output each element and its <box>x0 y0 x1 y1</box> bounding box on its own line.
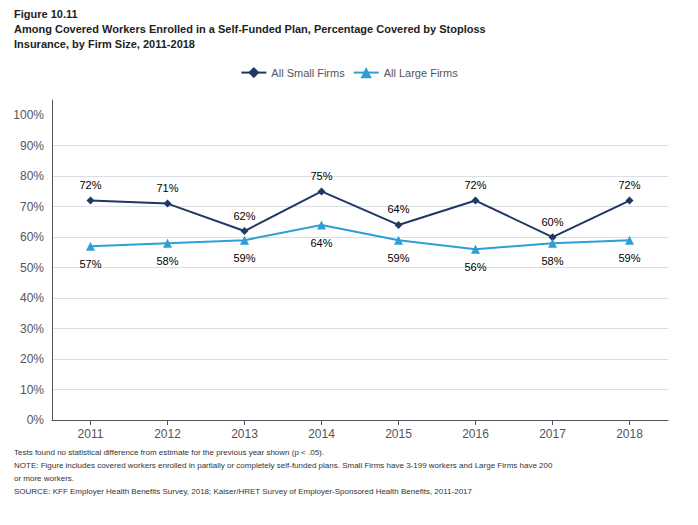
svg-text:58%: 58% <box>156 255 178 267</box>
svg-text:90%: 90% <box>20 139 44 153</box>
svg-text:2012: 2012 <box>154 427 181 441</box>
svg-text:59%: 59% <box>387 252 409 264</box>
svg-text:2018: 2018 <box>616 427 643 441</box>
svg-text:75%: 75% <box>310 170 332 182</box>
svg-text:SOURCE: KFF Employer Health Be: SOURCE: KFF Employer Health Benefits Sur… <box>14 487 473 496</box>
svg-text:72%: 72% <box>618 179 640 191</box>
svg-text:71%: 71% <box>156 182 178 194</box>
svg-text:All Small Firms: All Small Firms <box>271 67 345 79</box>
svg-text:70%: 70% <box>20 200 44 214</box>
svg-text:20%: 20% <box>20 352 44 366</box>
svg-text:72%: 72% <box>79 179 101 191</box>
svg-text:59%: 59% <box>618 252 640 264</box>
svg-text:Among Covered Workers Enrolled: Among Covered Workers Enrolled in a Self… <box>14 23 486 35</box>
svg-text:NOTE: Figure includes covered: NOTE: Figure includes covered workers en… <box>14 461 553 470</box>
svg-text:58%: 58% <box>541 255 563 267</box>
svg-text:50%: 50% <box>20 261 44 275</box>
svg-text:100%: 100% <box>13 108 44 122</box>
svg-text:Figure 10.11: Figure 10.11 <box>14 8 78 20</box>
svg-text:2017: 2017 <box>539 427 566 441</box>
svg-text:57%: 57% <box>79 258 101 270</box>
svg-text:0%: 0% <box>27 413 45 427</box>
svg-text:80%: 80% <box>20 169 44 183</box>
svg-text:40%: 40% <box>20 291 44 305</box>
svg-text:2014: 2014 <box>308 427 335 441</box>
svg-text:30%: 30% <box>20 322 44 336</box>
svg-text:10%: 10% <box>20 383 44 397</box>
svg-text:All Large Firms: All Large Firms <box>384 67 458 79</box>
svg-text:2015: 2015 <box>385 427 412 441</box>
svg-text:56%: 56% <box>464 261 486 273</box>
svg-text:62%: 62% <box>233 210 255 222</box>
svg-text:2013: 2013 <box>231 427 258 441</box>
svg-text:60%: 60% <box>541 216 563 228</box>
svg-text:59%: 59% <box>233 252 255 264</box>
svg-text:60%: 60% <box>20 230 44 244</box>
svg-text:or more workers.: or more workers. <box>14 474 74 483</box>
svg-text:2016: 2016 <box>462 427 489 441</box>
svg-text:Insurance, by Firm Size, 2011-: Insurance, by Firm Size, 2011-2018 <box>14 38 195 50</box>
svg-text:64%: 64% <box>310 237 332 249</box>
svg-text:Tests found no statistical dif: Tests found no statistical difference fr… <box>14 448 324 457</box>
svg-text:2011: 2011 <box>78 427 104 441</box>
svg-text:64%: 64% <box>387 203 409 215</box>
svg-text:72%: 72% <box>464 179 486 191</box>
